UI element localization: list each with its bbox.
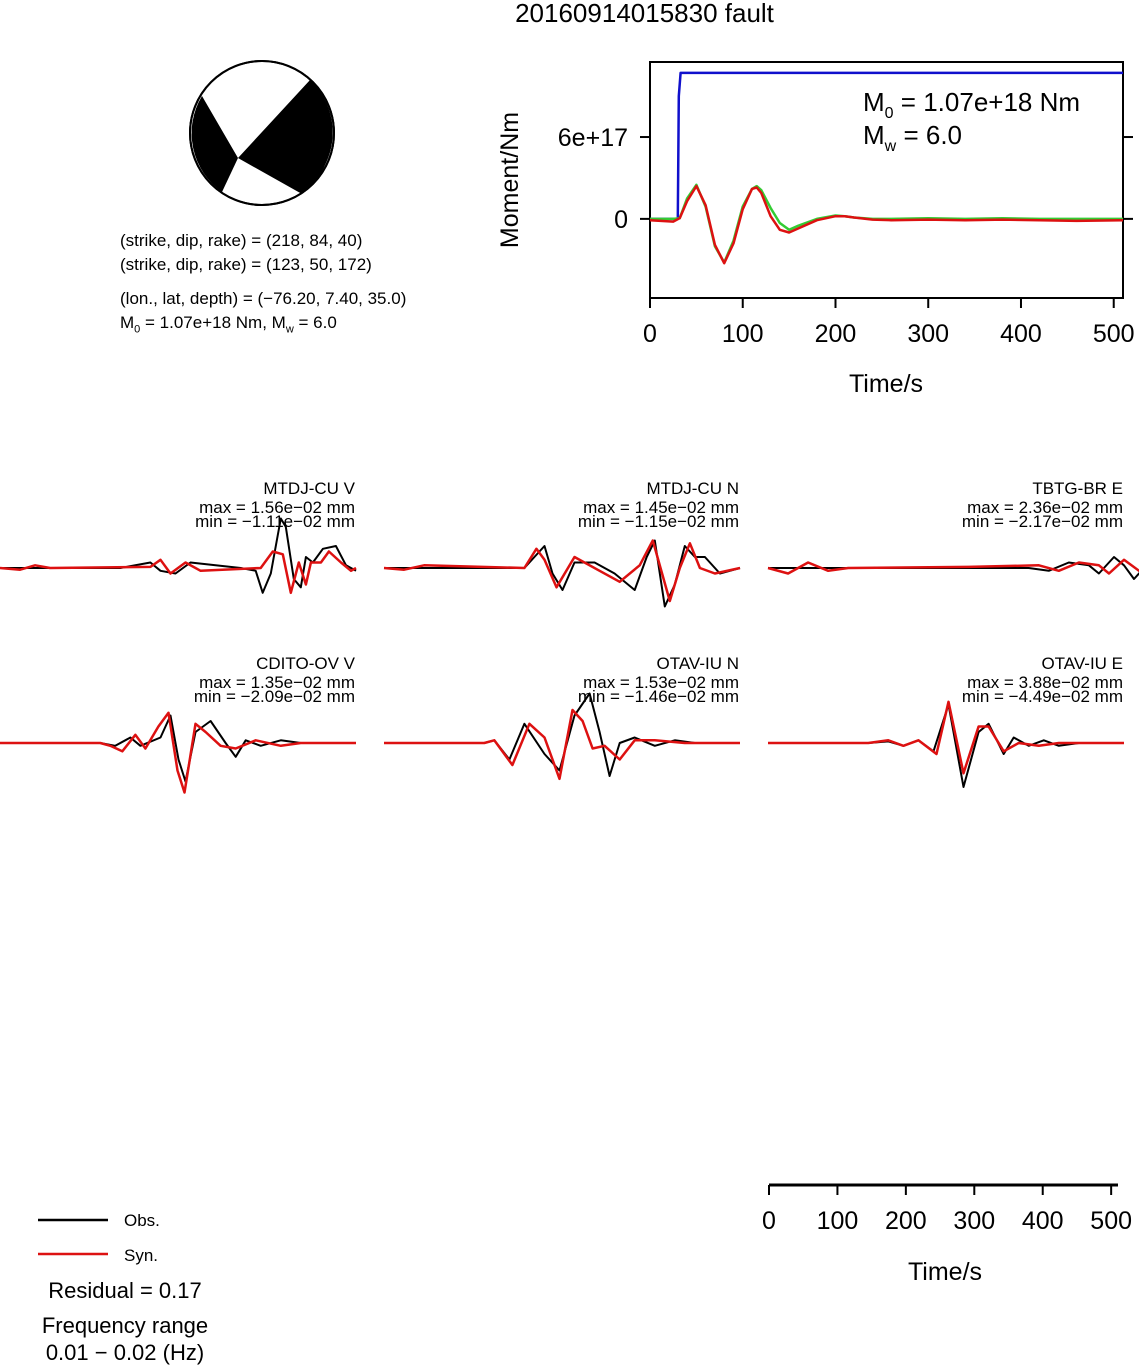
plane1-params: (strike, dip, rake) = (218, 84, 40) [120, 231, 363, 250]
stf-y-tick-label: 6e+17 [558, 124, 628, 152]
min-amplitude-label: min = −4.49e−02 mm [962, 687, 1123, 706]
station-label: OTAV-IU E [1041, 654, 1123, 673]
stf-frame [649, 61, 1124, 299]
max-amplitude-label: max = 3.88e−02 mm [967, 673, 1123, 692]
max-amplitude-label: max = 1.35e−02 mm [199, 673, 355, 692]
stf-x-tick-label: 100 [722, 320, 764, 348]
moment-rate-line-red [649, 184, 1124, 265]
min-amplitude-label: min = −1.46e−02 mm [578, 687, 739, 706]
legend-lines [38, 1218, 108, 1256]
location-params: (lon., lat, depth) = (−76.20, 7.40, 35.0… [120, 289, 407, 308]
min-amplitude-label: min = −1.11e−02 mm [195, 512, 355, 531]
max-amplitude-label: max = 1.53e−02 mm [583, 673, 739, 692]
synthetic-waveform [768, 700, 1124, 775]
mw-value: = 6.0 [293, 313, 337, 332]
m0-subscript: 0 [134, 323, 141, 336]
stf-x-tick-label: 0 [643, 320, 657, 348]
station-label: TBTG-BR E [1032, 479, 1123, 498]
m0-symbol: M [120, 313, 135, 332]
station-label: MTDJ-CU V [263, 479, 355, 498]
waveform-x-tick-label: 300 [953, 1207, 995, 1235]
waveform-x-tick-label: 200 [885, 1207, 927, 1235]
station-label: CDITO-OV V [256, 654, 356, 673]
stf-x-tick-label: 500 [1093, 320, 1135, 348]
beachball-icon [189, 60, 335, 206]
waveform-x-tick-label: 100 [817, 1207, 859, 1235]
residual-label: Residual = 0.17 [48, 1278, 202, 1303]
mw-subscript: w [285, 323, 294, 336]
max-amplitude-label: max = 1.45e−02 mm [583, 498, 739, 517]
stf-x-tick-label: 200 [815, 320, 857, 348]
stf-m0-annotation: M0 = 1.07e+18 Nm [863, 87, 1080, 122]
synthetic-waveform [383, 539, 741, 603]
frequency-range-value: 0.01 − 0.02 (Hz) [45, 1340, 205, 1365]
figure-title: 20160914015830 fault [515, 0, 774, 28]
synthetic-waveform [767, 558, 1139, 575]
min-amplitude-label: min = −2.09e−02 mm [194, 687, 355, 706]
synthetic-waveform [0, 711, 356, 794]
station-label: OTAV-IU N [657, 654, 740, 673]
observed-waveform [0, 517, 357, 594]
stf-mw-annotation: Mw = 6.0 [863, 120, 962, 155]
plane2-params: (strike, dip, rake) = (123, 50, 172) [120, 255, 372, 274]
waveform-x-tick-label: 500 [1090, 1207, 1132, 1235]
stf-y-tick-label: 0 [614, 206, 628, 234]
waveform-x-axis-label: Time/s [908, 1258, 982, 1286]
m0-value: = 1.07e+18 Nm, M [140, 313, 286, 332]
stf-x-axis-label: Time/s [849, 370, 923, 398]
waveform-x-tick-label: 0 [762, 1207, 776, 1235]
stf-x-tick-label: 400 [1000, 320, 1042, 348]
frequency-range-label: Frequency range [41, 1313, 209, 1338]
synthetic-waveform [0, 550, 357, 595]
min-amplitude-label: min = −1.15e−02 mm [578, 512, 739, 531]
observed-waveform [768, 556, 1139, 580]
max-amplitude-label: max = 2.36e−02 mm [967, 498, 1123, 517]
legend-syn-label: Syn. [124, 1246, 159, 1265]
legend-obs-label: Obs. [124, 1211, 160, 1230]
synthetic-waveform [384, 708, 740, 781]
max-amplitude-label: max = 1.56e−02 mm [199, 498, 355, 517]
moment-rate-line-green [650, 183, 1123, 264]
stf-x-tick-label: 300 [907, 320, 949, 348]
station-label: MTDJ-CU N [646, 479, 739, 498]
stf-y-axis-label: Moment/Nm [496, 112, 524, 248]
waveform-x-tick-label: 400 [1022, 1207, 1064, 1235]
magnitude-params: M0 = 1.07e+18 Nm, Mw = 6.0 [120, 313, 337, 335]
min-amplitude-label: min = −2.17e−02 mm [962, 512, 1123, 531]
